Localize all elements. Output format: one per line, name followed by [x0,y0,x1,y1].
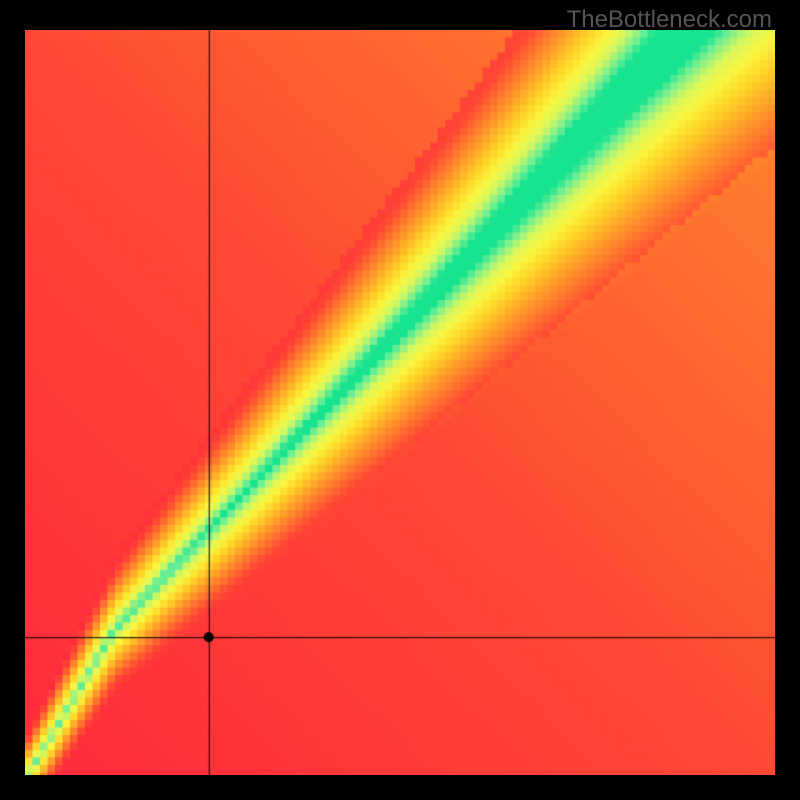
heatmap-canvas [25,30,775,775]
watermark-text: TheBottleneck.com [567,6,772,34]
chart-plot-area [25,30,775,775]
